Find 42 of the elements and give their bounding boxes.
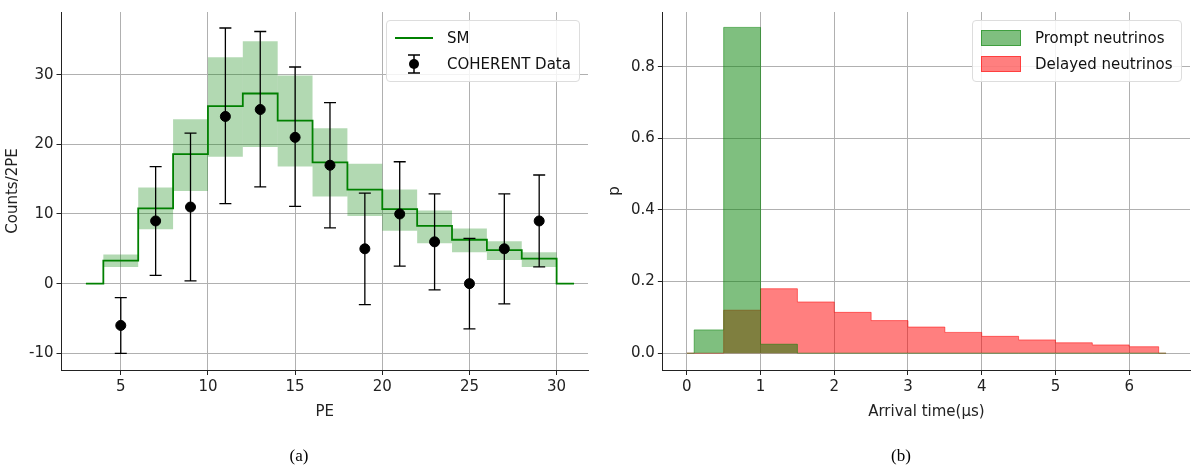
x-tick-label: 4 [976, 376, 987, 395]
y-tick-label: 10 [34, 203, 54, 222]
point [150, 215, 162, 227]
y-axis-title: p [604, 186, 623, 196]
y-tick-label: -10 [29, 343, 54, 362]
x-tick-label: 30 [547, 376, 567, 395]
y-axis-title: Counts/2PE [2, 148, 21, 234]
x-tick-label: 10 [198, 376, 218, 395]
x-tick-label: 5 [116, 376, 126, 395]
x-tick-label: 25 [459, 376, 479, 395]
point [463, 278, 475, 290]
y-tick-label: 0.6 [631, 128, 655, 147]
point [254, 104, 266, 116]
legend-label: SM [447, 29, 470, 47]
x-tick-label: 5 [1050, 376, 1061, 395]
y-tick-label: 20 [34, 134, 54, 153]
point [359, 243, 371, 255]
legend-label: Prompt neutrinos [1035, 29, 1165, 47]
x-tick-label: 3 [903, 376, 913, 395]
y-tick-label: 0.8 [631, 56, 655, 75]
x-tick-label: 15 [285, 376, 305, 395]
point [115, 319, 127, 331]
x-tick-label: 0 [682, 376, 692, 395]
point [185, 201, 197, 213]
legend-label: Delayed neutrinos [1035, 55, 1173, 73]
y-tick-label: 0.4 [631, 199, 655, 218]
x-axis-title: Arrival time(μs) [868, 401, 985, 420]
x-axis-title: PE [315, 401, 335, 420]
y-tick-label: 0.2 [631, 271, 655, 290]
point [533, 215, 545, 227]
y-tick-label: 0 [43, 273, 54, 292]
point [429, 236, 441, 248]
y-tick-label: 30 [34, 64, 54, 83]
x-tick-label: 1 [755, 376, 766, 395]
y-tick-label: 0.0 [631, 343, 655, 362]
x-tick-label: 2 [829, 376, 840, 395]
legend-label: COHERENT Data [447, 55, 571, 73]
point [219, 110, 231, 122]
x-tick-label: 6 [1124, 376, 1134, 395]
text: (a) [288, 446, 310, 466]
x-tick-label: 20 [372, 376, 392, 395]
text: (b) [890, 446, 912, 466]
